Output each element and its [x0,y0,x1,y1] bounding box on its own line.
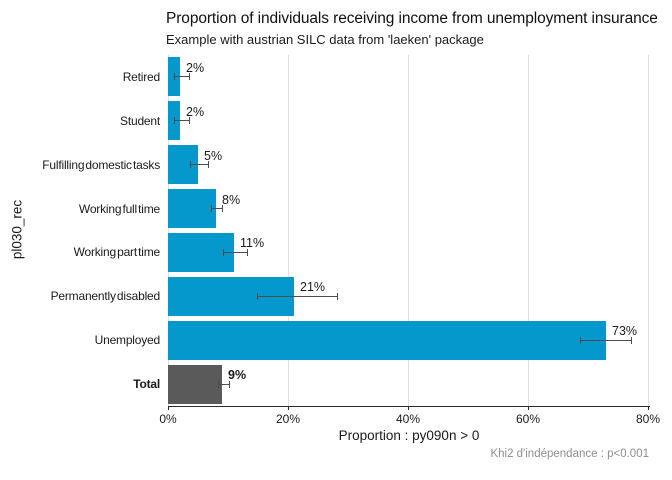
category-label: Working part time [73,245,161,260]
x-axis-tick-label: 20% [275,412,301,426]
plot-panel: 2% 2% 5% 8% 11% 21% 73% 9% [168,55,650,407]
gridline [408,55,409,406]
errorbar [189,161,209,169]
x-axis-tick-label: 60% [515,412,541,426]
category-label: Student [120,113,160,128]
errorbar-line [256,295,339,297]
gridline [648,55,650,406]
errorbar-line [218,383,230,385]
bar-unemployed [168,320,607,360]
value-label: 21% [300,280,326,295]
errorbar-tick-right [246,248,248,256]
errorbar-tick-right [228,380,230,388]
chart-subtitle: Example with austrian SILC data from 'la… [166,32,484,47]
chart-title: Proportion of individuals receiving inco… [166,10,658,27]
x-axis-title: Proportion : py090n > 0 [338,428,480,443]
value-label: 2% [186,104,205,119]
errorbar-tick-left [580,336,582,344]
category-label: Total [133,377,160,392]
errorbar [174,117,191,125]
errorbar-line [174,120,191,122]
errorbar-tick-left [174,117,175,125]
x-axis-tick [168,406,169,410]
category-label: Retired [122,69,160,84]
category-label: Permanently disabled [50,289,161,304]
errorbar-tick-right [207,161,209,169]
bar-working-full-time [168,189,216,229]
category-label: Unemployed [94,333,161,348]
x-axis-tick-label: 0% [159,412,177,426]
x-axis-tick [408,406,409,410]
errorbar [580,336,632,344]
x-axis-tick [288,406,289,410]
x-axis-tick-label: 40% [395,412,421,426]
errorbar [210,205,224,213]
value-label: 9% [228,368,247,383]
value-label: 73% [612,324,638,339]
errorbar-tick-left [256,292,258,300]
errorbar-line [222,251,248,253]
errorbar [174,73,191,81]
errorbar-line [174,76,191,78]
errorbar [256,292,339,300]
errorbar-tick-right [222,205,224,213]
errorbar [222,248,248,256]
gridline [288,55,289,406]
gridline [168,55,169,406]
errorbar-tick-right [630,336,632,344]
bar-total [168,364,222,404]
category-label: Fulfilling domestic tasks [42,157,160,172]
errorbar-tick-left [218,380,220,388]
errorbar-tick-left [222,248,224,256]
x-axis-tick [648,406,650,410]
x-axis-tick [528,406,529,410]
errorbar-line [210,208,224,210]
value-label: 11% [240,236,265,251]
value-label: 5% [204,148,223,163]
errorbar-tick-left [210,205,212,213]
errorbar-tick-right [189,117,191,125]
y-axis-labels: Retired Student Fulfilling domestic tasks W… [0,55,160,406]
errorbar-line [580,339,632,341]
x-axis-tick-label: 80% [636,412,661,426]
errorbar-line [189,164,209,166]
gridline [528,55,529,406]
errorbar-tick-right [337,292,339,300]
errorbar-tick-right [189,73,191,81]
category-label: Working full time [78,201,160,216]
errorbar [218,380,230,388]
chart-caption: Khi2 d'indépendance : p<0.001 [490,448,649,460]
errorbar-tick-left [174,73,175,81]
errorbar-tick-left [189,161,191,169]
value-label: 8% [222,192,241,207]
value-label: 2% [186,60,205,75]
